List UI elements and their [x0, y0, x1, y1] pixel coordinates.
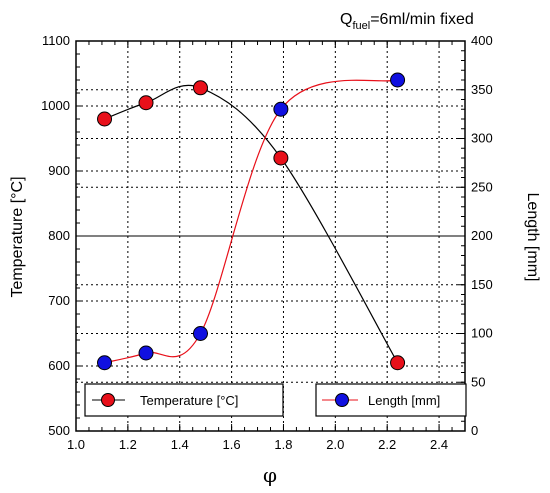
axis-tick-labels: 1.0 1.2 1.4 1.6 1.8 2.0 2.2 2.45006007008009001…: [41, 33, 493, 452]
x-tick-label: 1.4: [171, 437, 189, 452]
y-axis-left-title: Temperature [°C]: [9, 176, 26, 297]
y-right-tick-label: 400: [471, 33, 493, 48]
y-right-tick-label: 300: [471, 131, 493, 146]
flow-rate-annotation: Qfuel=6ml/min fixed: [340, 11, 474, 32]
legend-length-marker: [335, 393, 349, 407]
x-axis-title: φ: [263, 463, 277, 487]
y-left-tick-label: 900: [48, 163, 70, 178]
y-left-tick-label: 600: [48, 358, 70, 373]
y-right-tick-label: 250: [471, 179, 493, 194]
x-tick-label: 2.2: [378, 437, 396, 452]
x-tick-label: 1.0: [67, 437, 85, 452]
y-right-tick-label: 150: [471, 277, 493, 292]
y-left-tick-label: 1100: [42, 33, 70, 48]
grid-lines: [76, 41, 465, 431]
y-right-tick-label: 50: [471, 374, 485, 389]
legend-temperature-marker: [101, 393, 115, 407]
y-right-tick-label: 350: [471, 82, 493, 97]
y-axis-right-title: Length [mm]: [524, 193, 541, 282]
data-point-length: [390, 72, 406, 88]
x-tick-label: 1.2: [119, 437, 137, 452]
data-point-length: [273, 101, 289, 117]
y-left-tick-label: 1000: [41, 98, 70, 113]
y-right-tick-label: 100: [471, 326, 493, 341]
legend-temperature-label: Temperature [°C]: [140, 393, 238, 408]
data-markers: [97, 72, 406, 371]
data-point-temperature: [138, 95, 154, 111]
series-line-temperature: [104, 84, 399, 364]
legend-temperature: Temperature [°C]: [84, 383, 284, 417]
data-point-length: [97, 355, 113, 371]
data-point-temperature: [390, 355, 406, 371]
annotation-subscript: fuel: [352, 20, 370, 32]
y-left-tick-label: 500: [48, 423, 70, 438]
x-tick-label: 2.4: [430, 437, 448, 452]
x-tick-label: 1.8: [274, 437, 292, 452]
data-point-length: [192, 326, 208, 341]
fit-curves: [104, 79, 399, 364]
data-point-temperature: [97, 111, 113, 127]
data-point-temperature: [192, 80, 208, 96]
data-point-length: [138, 345, 154, 361]
y-right-tick-label: 200: [471, 228, 493, 243]
annotation-prefix: Q: [340, 11, 352, 28]
legend-length-label: Length [mm]: [368, 393, 440, 408]
data-point-temperature: [273, 150, 289, 166]
y-left-tick-label: 800: [48, 228, 70, 243]
annotation-suffix: =6ml/min fixed: [370, 11, 474, 28]
x-tick-label: 1.6: [223, 437, 241, 452]
legend-length: Length [mm]: [315, 383, 467, 417]
y-left-tick-label: 700: [48, 293, 70, 308]
y-right-tick-label: 0: [471, 423, 478, 438]
x-tick-label: 2.0: [326, 437, 344, 452]
